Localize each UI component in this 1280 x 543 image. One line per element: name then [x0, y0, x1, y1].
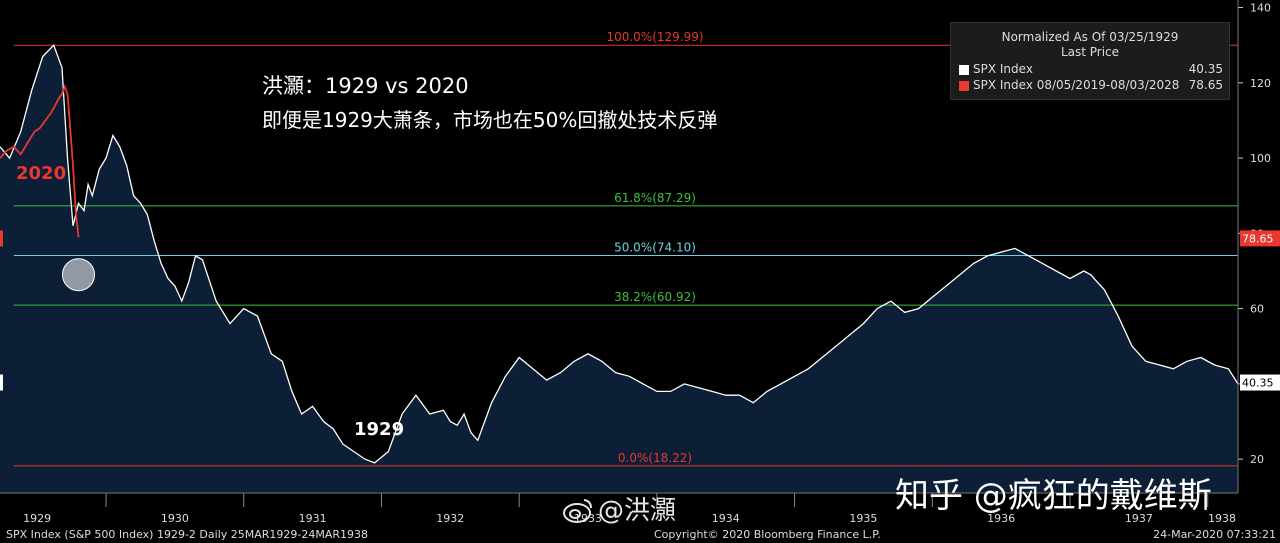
series-line-2020	[0, 83, 80, 238]
y-tick-label-5: 120	[1250, 77, 1271, 90]
label-2020: 2020	[16, 163, 67, 184]
y-tick-label-0: 20	[1250, 453, 1264, 466]
price-tag-bg-0	[1240, 230, 1280, 247]
x-tick-label-2: 1931	[299, 512, 327, 525]
series-area-spx	[0, 45, 1238, 493]
legend-header: Normalized As Of 03/25/1929	[1001, 30, 1179, 44]
zhihu-watermark: 知乎 @疯狂的戴维斯	[895, 476, 1212, 516]
legend-item-2020[interactable]: SPX Index 08/05/2019-08/03/2028	[973, 78, 1180, 92]
x-tick-label-6: 1935	[849, 512, 877, 525]
weibo-watermark: @洪灝	[598, 496, 677, 526]
footer-timestamp: 24-Mar-2020 07:33:21	[1153, 528, 1276, 541]
legend-swatch-2020	[959, 81, 969, 91]
price-tag-1: 40.35	[1242, 377, 1274, 390]
legend-swatch-spx	[959, 65, 969, 75]
fib-label-4: 0.0%(18.22)	[618, 451, 692, 465]
retracement-marker	[61, 258, 95, 292]
footer-security-info: SPX Index (S&P 500 Index) 1929-2 Daily 2…	[6, 528, 369, 541]
plot-area: 100.0%(129.99) 61.8%(87.29) 50.0%(74.10) 38…	[0, 30, 1239, 493]
x-tick-label-3: 1932	[436, 512, 464, 525]
label-1929: 1929	[354, 419, 405, 440]
fib-label-2: 50.0%(74.10)	[614, 241, 696, 255]
chart-subtitle: 即便是1929大萧条，市场也在50%回撤处技术反弹	[262, 108, 718, 132]
footer-copyright: Copyright© 2020 Bloomberg Finance L.P.	[654, 528, 881, 541]
fib-label-1: 61.8%(87.29)	[614, 191, 696, 205]
price-tag-0: 78.65	[1242, 232, 1274, 245]
y-tick-label-4: 100	[1250, 152, 1271, 165]
price-tag-bg-1	[1240, 374, 1280, 391]
fib-label-0: 100.0%(129.99)	[606, 30, 703, 44]
x-tick-label-5: 1934	[712, 512, 740, 525]
price-marker-left-1	[0, 374, 3, 391]
fib-label-3: 38.2%(60.92)	[614, 290, 696, 304]
x-tick-label-9: 1938	[1208, 512, 1236, 525]
legend-item-spx[interactable]: SPX Index	[973, 62, 1033, 76]
chart-title: 洪灝：1929 vs 2020	[262, 74, 469, 98]
series-line-spx	[0, 44, 1239, 464]
x-tick-label-0: 1929	[23, 512, 51, 525]
legend: Normalized As Of 03/25/1929 Last Price S…	[950, 22, 1230, 100]
x-tick-label-7: 1936	[987, 512, 1015, 525]
y-tick-label-6: 140	[1250, 2, 1271, 15]
legend-value-2020: 78.65	[1188, 78, 1223, 92]
price-marker-left-0	[0, 230, 3, 247]
x-tick-label-8: 1937	[1125, 512, 1153, 525]
legend-subheader: Last Price	[1060, 45, 1120, 59]
y-tick-label-2: 60	[1250, 303, 1264, 316]
weibo-logo-icon	[563, 499, 592, 523]
legend-value-spx: 40.35	[1188, 62, 1223, 76]
axes: 2040608010012014078.6540.351929193019311…	[0, 0, 1280, 525]
x-tick-label-1: 1930	[161, 512, 189, 525]
